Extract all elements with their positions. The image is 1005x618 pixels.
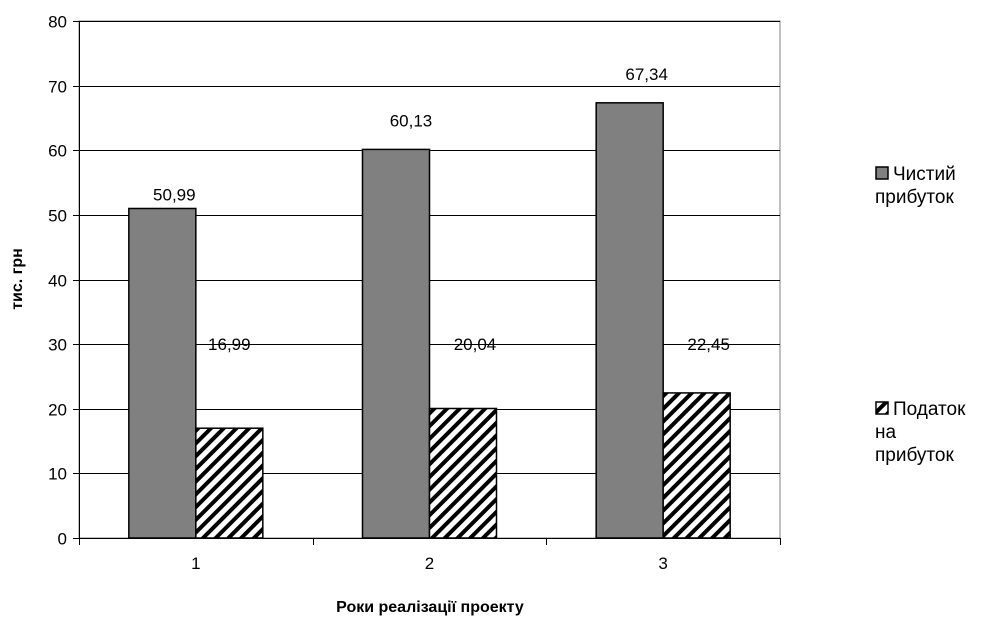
y-tick-label: 40 bbox=[48, 272, 67, 291]
data-label: 67,34 bbox=[625, 65, 668, 84]
data-label: 50,99 bbox=[153, 185, 196, 204]
legend-label: Податок bbox=[893, 399, 966, 420]
y-tick-label: 50 bbox=[48, 207, 67, 226]
data-label: 20,04 bbox=[454, 335, 497, 354]
y-tick-label: 10 bbox=[48, 465, 67, 484]
y-tick-label: 20 bbox=[48, 401, 67, 420]
x-tick-label: 2 bbox=[425, 554, 434, 573]
y-tick-label: 60 bbox=[48, 142, 67, 161]
bar-profit-tax bbox=[196, 428, 263, 538]
bar-profit-tax bbox=[663, 393, 730, 538]
bar-net-profit bbox=[596, 103, 663, 538]
legend-label: на bbox=[875, 422, 896, 443]
data-label: 22,45 bbox=[687, 335, 730, 354]
y-tick-label: 0 bbox=[58, 530, 67, 549]
data-label: 16,99 bbox=[208, 335, 251, 354]
data-label: 60,13 bbox=[390, 111, 433, 130]
legend-label: прибуток bbox=[875, 187, 954, 208]
y-tick-label: 80 bbox=[48, 13, 67, 32]
bar-net-profit bbox=[129, 208, 196, 538]
x-tick-label: 1 bbox=[191, 554, 200, 573]
y-axis-title: тис. грн bbox=[9, 248, 26, 310]
bar-net-profit bbox=[363, 149, 430, 538]
y-tick-label: 30 bbox=[48, 336, 67, 355]
x-tick-label: 3 bbox=[658, 554, 667, 573]
bar-profit-tax bbox=[430, 408, 497, 538]
legend-label: Чистий bbox=[893, 164, 956, 185]
legend-swatch bbox=[876, 402, 888, 414]
x-axis-title: Роки реалізації проекту bbox=[336, 599, 524, 616]
legend-label: прибуток bbox=[875, 445, 954, 466]
y-tick-label: 70 bbox=[48, 78, 67, 97]
legend-swatch bbox=[876, 167, 888, 179]
